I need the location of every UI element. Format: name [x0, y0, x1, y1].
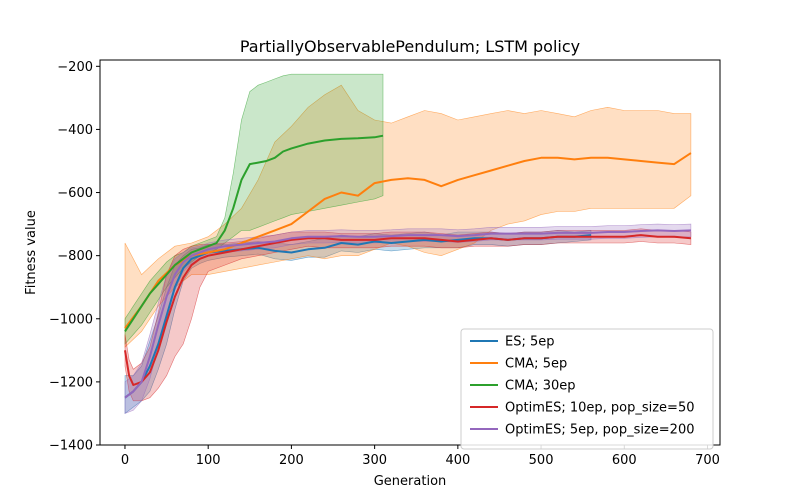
x-tick-label: 400 [445, 453, 470, 468]
x-axis-label: Generation [374, 474, 447, 489]
chart-title: PartiallyObservablePendulum; LSTM policy [240, 37, 580, 56]
legend-box [460, 328, 714, 450]
x-tick-label: 600 [612, 453, 637, 468]
y-tick-label: −1400 [49, 439, 93, 454]
y-tick-label: −400 [57, 123, 93, 138]
legend: ES; 5ep CMA; 5ep CMA; 30ep OptimES; 10ep, p… [460, 328, 714, 450]
legend-entry: OptimES; 5ep, pop_size=200 [505, 423, 695, 438]
band-series-1 [124, 84, 692, 348]
line-series-4 [124, 229, 691, 399]
y-tick-label: −1200 [49, 375, 93, 390]
legend-entry: CMA; 5ep [505, 357, 567, 372]
x-tick-label: 0 [121, 453, 129, 468]
band-series-0 [124, 230, 592, 415]
y-tick-label: −200 [57, 60, 93, 75]
line-series-3 [124, 234, 691, 386]
legend-entry: ES; 5ep [505, 335, 555, 350]
x-axis-ticks: 0 100 200 300 400 500 600 700 [121, 445, 720, 468]
y-axis-label: Fitness value [24, 210, 39, 295]
y-tick-label: −800 [57, 249, 93, 264]
series-lines [124, 134, 692, 399]
legend-entry: CMA; 30ep [505, 379, 576, 394]
x-tick-label: 500 [529, 453, 554, 468]
x-tick-label: 200 [279, 453, 304, 468]
line-series-1 [124, 152, 692, 329]
x-tick-label: 100 [196, 453, 221, 468]
line-series-2 [124, 134, 384, 332]
x-tick-label: 300 [362, 453, 387, 468]
legend-entry: OptimES; 10ep, pop_size=50 [505, 401, 695, 416]
y-tick-label: −600 [57, 186, 93, 201]
band-series-4 [124, 223, 692, 414]
plot-frame [99, 59, 721, 446]
y-tick-label: −1000 [49, 312, 93, 327]
x-tick-label: 700 [695, 453, 720, 468]
y-axis-ticks: −1400 −1200 −1000 −800 −600 −400 −200 [49, 60, 100, 454]
